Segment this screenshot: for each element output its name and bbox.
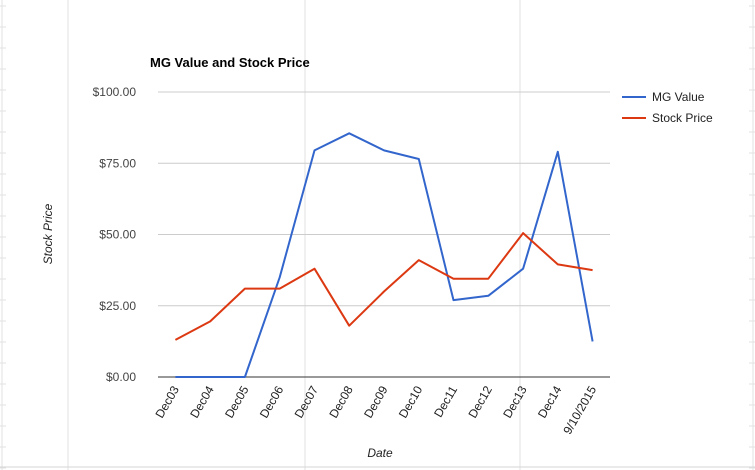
y-tick-label: $100.00 <box>93 85 137 99</box>
x-tick-label: 9/10/2015 <box>560 383 599 437</box>
gridlines <box>158 91 610 307</box>
y-axis-title: Stock Price <box>41 203 55 264</box>
x-tick-label: Dec06 <box>257 383 287 420</box>
legend: MG Value Stock Price <box>622 90 713 125</box>
legend-label: Stock Price <box>652 111 713 125</box>
legend-label: MG Value <box>652 90 705 104</box>
x-tick-label: Dec09 <box>361 383 391 420</box>
series-lines <box>174 132 594 378</box>
x-axis-title: Date <box>367 446 393 460</box>
x-tick-label: Dec14 <box>535 383 565 420</box>
y-tick-label: $75.00 <box>99 156 136 170</box>
series-line <box>175 132 594 378</box>
x-tick-label: Dec04 <box>187 383 217 420</box>
x-tick-label: Dec08 <box>326 383 356 420</box>
chart-title: MG Value and Stock Price <box>150 55 310 70</box>
x-tick-label: Dec05 <box>222 383 252 420</box>
x-axis-ticks: Dec03 Dec04 Dec05 Dec06 Dec07 Dec08 Dec09 Dec10… <box>153 383 600 437</box>
y-tick-label: $0.00 <box>106 370 136 384</box>
x-tick-label: Dec07 <box>292 383 322 420</box>
x-tick-label: Dec11 <box>431 383 460 420</box>
x-tick-label: Dec13 <box>500 383 530 420</box>
x-tick-label: Dec03 <box>153 383 183 420</box>
series-line <box>174 232 593 341</box>
x-tick-label: Dec10 <box>396 383 426 420</box>
y-axis-ticks: $0.00 $25.00 $50.00 $75.00 $100.00 <box>93 85 137 384</box>
y-tick-label: $50.00 <box>99 228 136 242</box>
y-tick-label: $25.00 <box>99 299 136 313</box>
x-tick-label: Dec12 <box>465 383 495 420</box>
